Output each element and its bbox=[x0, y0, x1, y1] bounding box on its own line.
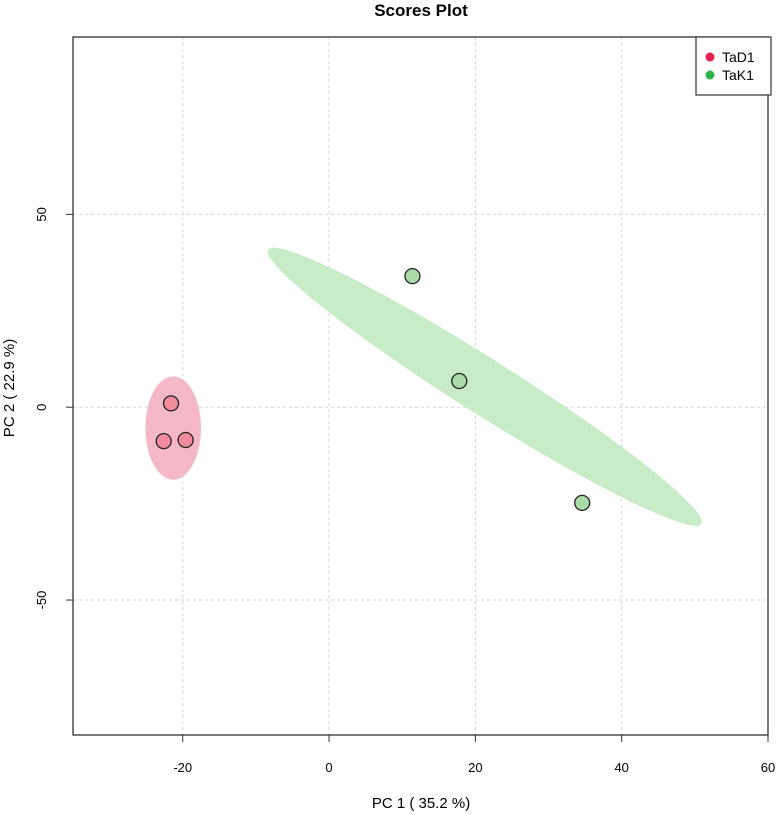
chart-title: Scores Plot bbox=[374, 1, 468, 20]
data-point bbox=[574, 494, 591, 511]
y-axis: -50 0 50 bbox=[34, 207, 73, 609]
y-tick-label: 50 bbox=[34, 207, 49, 221]
legend: TaD1 TaK1 bbox=[695, 36, 772, 96]
x-tick-label: -20 bbox=[173, 760, 192, 775]
x-tick-label: 60 bbox=[761, 760, 775, 775]
y-tick-label: 0 bbox=[34, 404, 49, 411]
confidence-ellipses bbox=[145, 247, 702, 526]
legend-marker bbox=[705, 52, 715, 62]
data-point bbox=[155, 432, 172, 450]
plot-frame bbox=[72, 36, 769, 736]
data-points bbox=[155, 267, 591, 511]
x-tick-label: 20 bbox=[468, 760, 482, 775]
data-point bbox=[177, 431, 194, 449]
legend-marker bbox=[705, 70, 715, 80]
x-tick-label: 40 bbox=[614, 760, 628, 775]
legend-label: TaD1 bbox=[722, 49, 755, 65]
data-point bbox=[162, 395, 180, 412]
confidence-ellipse bbox=[145, 376, 202, 480]
confidence-ellipse bbox=[267, 247, 702, 526]
legend-label: TaK1 bbox=[722, 67, 754, 83]
y-axis-label: PC 2 ( 22.9 %) bbox=[1, 339, 18, 437]
y-tick-label: -50 bbox=[34, 591, 49, 610]
x-tick-label: 0 bbox=[325, 760, 332, 775]
x-axis-label: PC 1 ( 35.2 %) bbox=[372, 795, 470, 812]
data-point bbox=[404, 267, 421, 285]
x-axis: -20 0 20 40 60 bbox=[173, 735, 775, 775]
data-point bbox=[451, 372, 468, 390]
legend-box bbox=[695, 36, 772, 96]
